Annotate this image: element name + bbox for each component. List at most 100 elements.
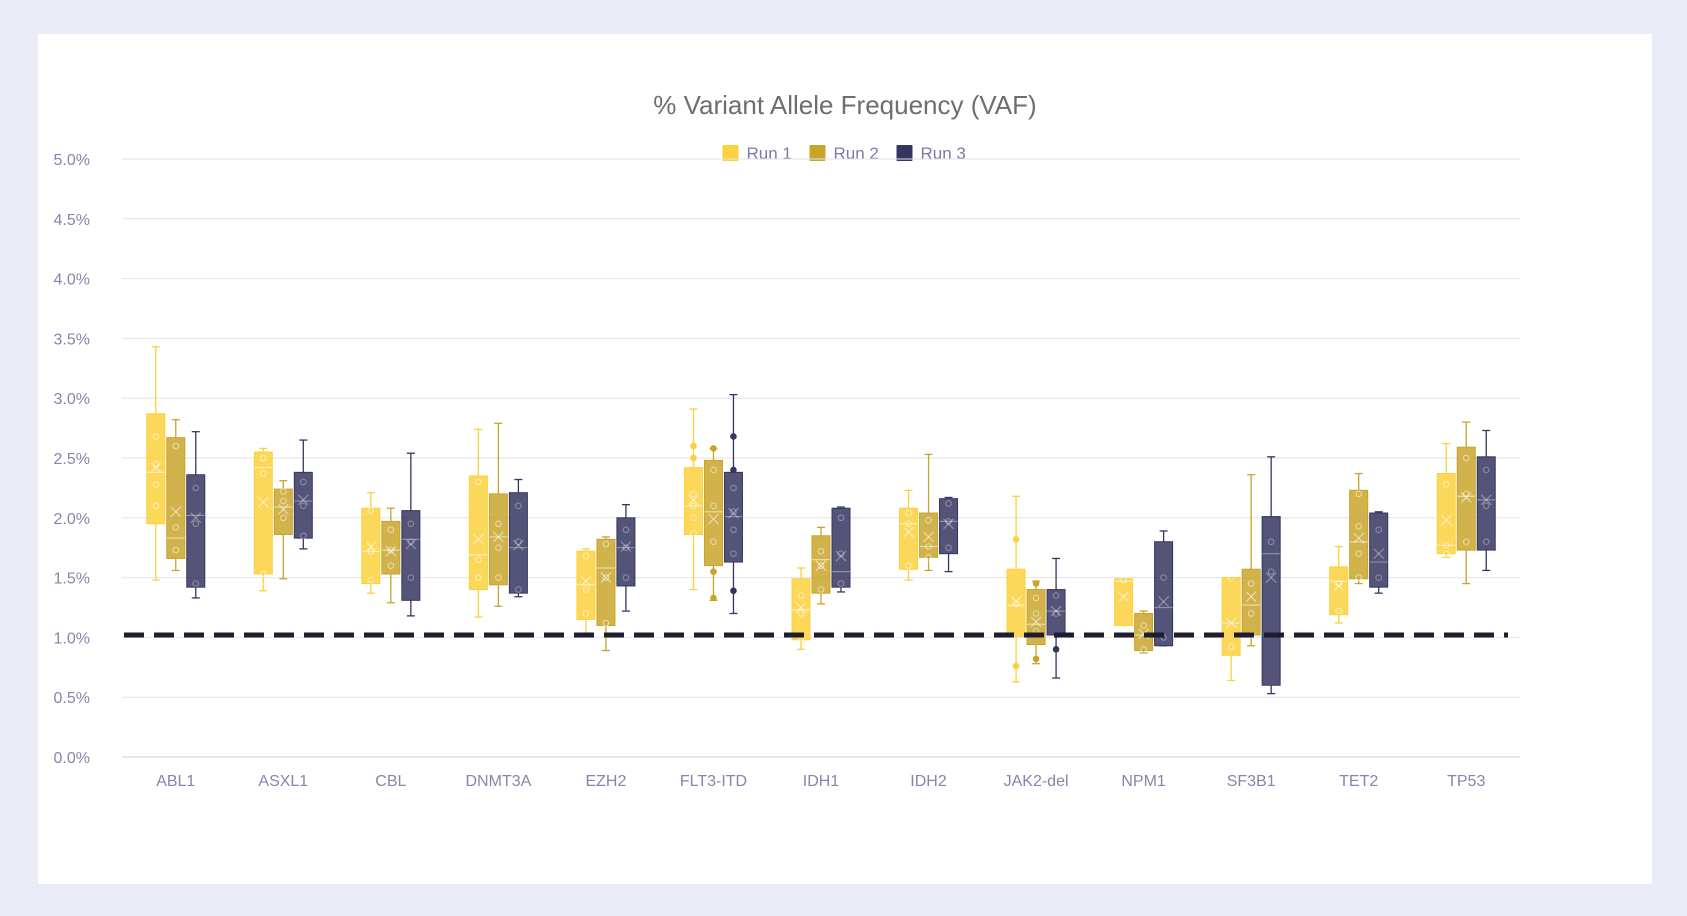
y-axis: 0.0% 0.5% 1.0% 1.5% 2.0% 2.5% 3.0% 3.5% 4.0% 4.5%…: [54, 152, 90, 767]
data-point: [1375, 526, 1382, 534]
mean-marker: [708, 513, 719, 525]
box-body: [468, 475, 488, 591]
series-2: [166, 419, 1476, 665]
data-point: [1355, 550, 1362, 557]
data-point: [300, 502, 307, 510]
data-point: [690, 502, 697, 510]
data-point: [192, 580, 200, 587]
y-tick-label: 3.5%: [54, 331, 90, 348]
mean-marker: [1245, 591, 1257, 603]
box-body: [1006, 568, 1026, 637]
data-point: [172, 546, 180, 554]
box: [361, 492, 381, 594]
mean-marker: [297, 494, 309, 506]
data-point: [1462, 454, 1470, 462]
y-tick-label: 1.0%: [54, 630, 90, 647]
data-point: [1247, 580, 1255, 587]
data-point: [945, 500, 952, 507]
box: [1369, 511, 1389, 594]
data-point: [1482, 466, 1490, 474]
mean-marker: [1265, 572, 1277, 584]
legend-swatch: [896, 145, 913, 161]
data-point: [730, 508, 737, 516]
mean-marker: [903, 526, 914, 538]
box-body: [939, 498, 959, 555]
data-point: [602, 619, 610, 627]
data-point: [710, 466, 717, 474]
data-point: [1375, 574, 1382, 581]
box: [166, 419, 186, 572]
data-point: [905, 562, 912, 569]
mean-marker: [297, 494, 309, 506]
data-point: [730, 587, 737, 595]
box-body: [1369, 512, 1389, 588]
box: [1134, 610, 1154, 654]
box: [919, 453, 939, 572]
data-point: [407, 520, 415, 528]
box-body: [1261, 516, 1281, 686]
gridlines: [122, 158, 1520, 758]
data-point: [690, 514, 697, 522]
mean-marker: [580, 575, 592, 587]
data-point: [280, 497, 287, 505]
data-point: [730, 550, 737, 557]
mean-marker: [943, 518, 954, 530]
box: [273, 480, 293, 580]
box-plots: [146, 346, 1496, 695]
box: [1114, 576, 1134, 627]
box-body: [253, 451, 273, 575]
mean-marker: [472, 533, 484, 545]
box: [703, 445, 723, 602]
data-point: [837, 514, 845, 522]
data-point: [925, 543, 932, 550]
y-tick-label: 0.5%: [54, 690, 90, 707]
data-point: [260, 470, 267, 477]
mean-marker: [1373, 548, 1385, 560]
mean-marker: [1030, 616, 1042, 628]
legend-label: Run 3: [921, 144, 966, 163]
data-point: [1032, 610, 1040, 617]
box-body: [596, 538, 616, 626]
data-point: [905, 520, 912, 528]
data-point: [837, 550, 845, 557]
mean-marker: [728, 507, 739, 519]
data-point: [730, 466, 737, 474]
data-point: [515, 586, 522, 593]
data-point: [582, 610, 590, 617]
data-point: [1012, 600, 1020, 608]
x-tick-label: ASXL1: [258, 773, 308, 790]
mean-marker: [1118, 591, 1130, 603]
box-body: [1329, 566, 1349, 616]
box: [1006, 495, 1026, 683]
mean-marker: [1050, 605, 1062, 617]
data-point: [817, 547, 825, 555]
box-body: [146, 413, 166, 525]
data-point: [152, 481, 160, 488]
data-point: [152, 460, 160, 468]
data-point: [710, 538, 717, 546]
data-point: [1442, 481, 1450, 488]
box-body: [508, 492, 528, 594]
mean-marker: [385, 545, 397, 557]
box-body: [831, 507, 851, 588]
data-point: [1355, 522, 1362, 530]
data-point: [387, 562, 395, 569]
box-body: [683, 467, 703, 536]
mean-marker: [1225, 617, 1237, 629]
data-point: [1355, 574, 1362, 581]
data-point: [622, 526, 630, 534]
box: [939, 496, 959, 573]
box: [253, 447, 273, 592]
data-point: [515, 502, 522, 510]
mean-marker: [1265, 572, 1277, 584]
x-tick-label: IDH1: [803, 773, 840, 790]
data-point: [1052, 610, 1060, 617]
data-point: [1442, 550, 1450, 557]
legend-swatch: [722, 145, 739, 161]
mean-marker: [620, 541, 632, 552]
mean-marker: [277, 504, 289, 515]
data-point: [1052, 592, 1060, 599]
box-body: [1456, 446, 1476, 551]
x-tick-label: ABL1: [156, 773, 195, 790]
mean-marker: [943, 518, 954, 530]
